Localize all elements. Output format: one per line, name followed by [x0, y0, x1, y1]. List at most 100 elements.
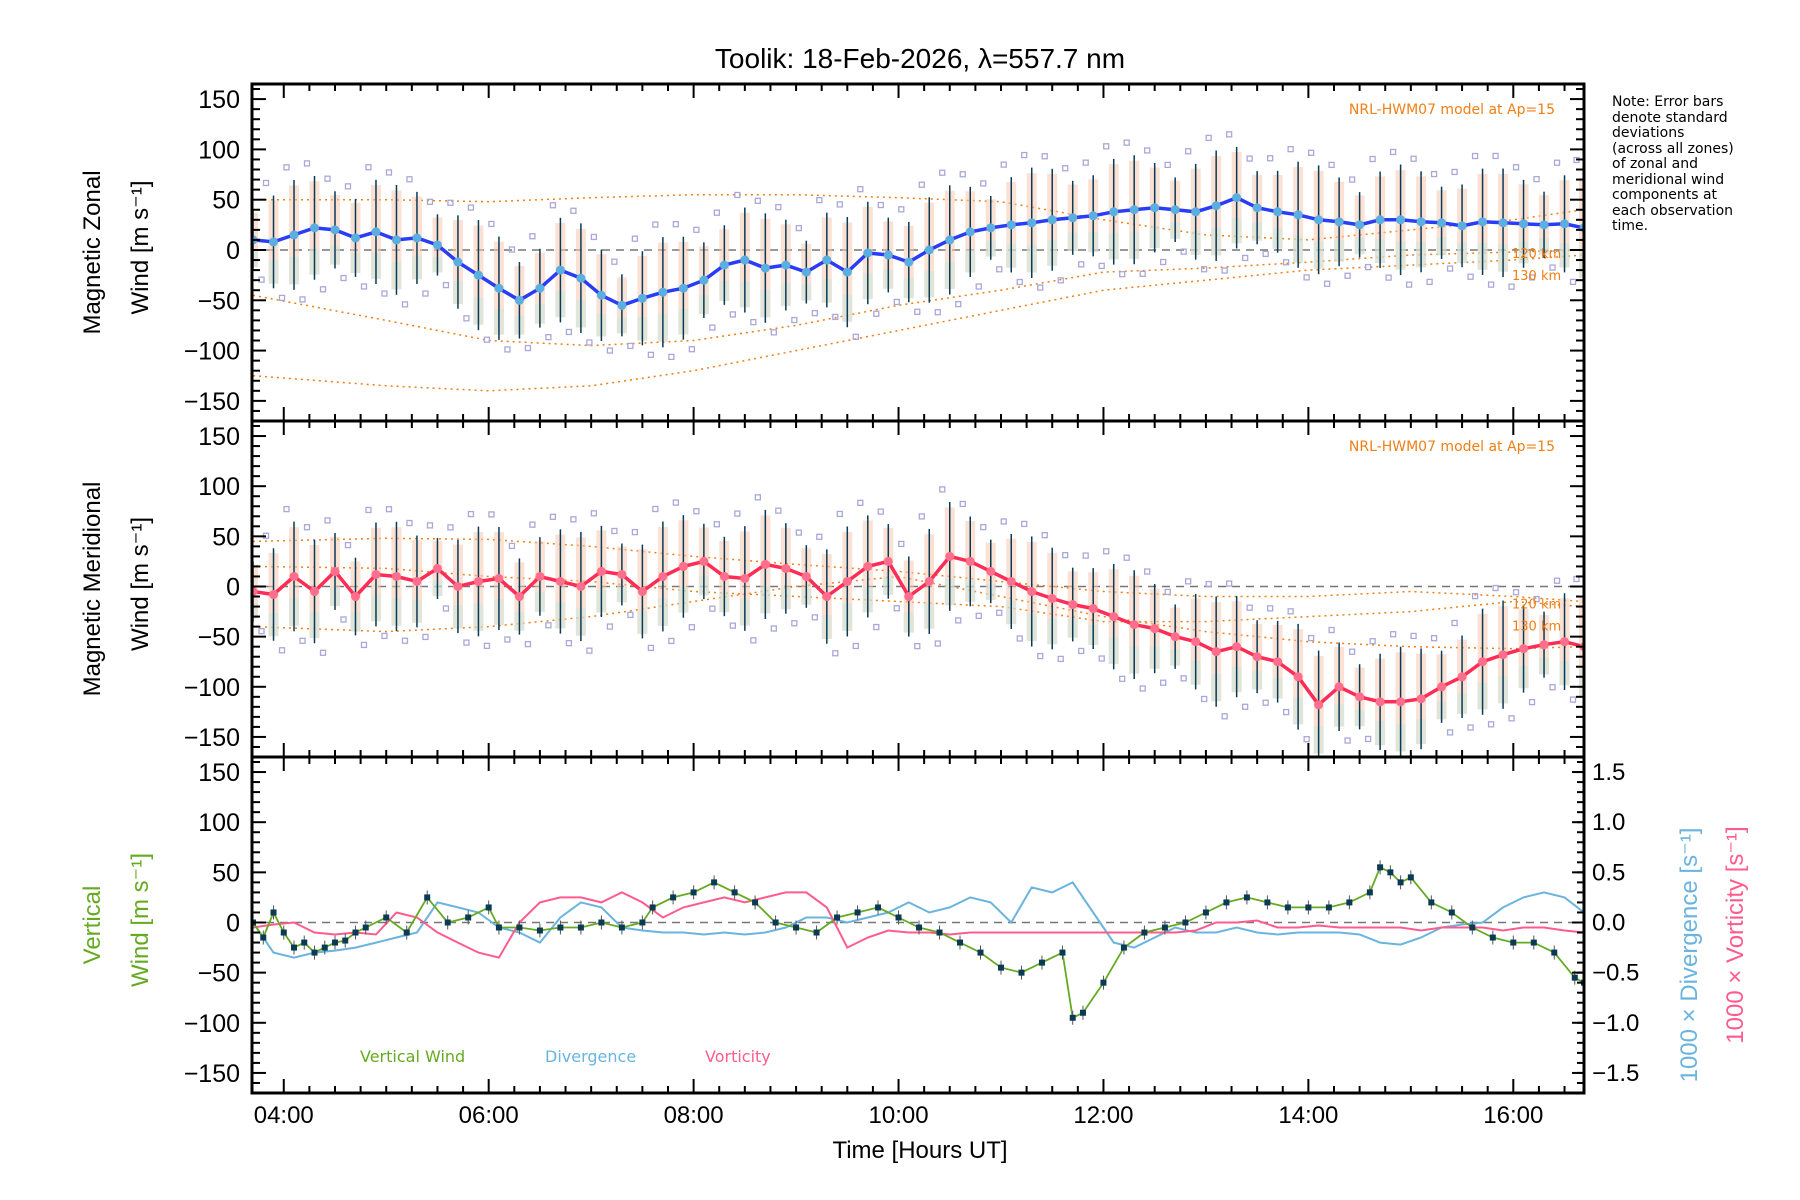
meridional-wind-point: [289, 571, 299, 581]
right-tick-label: 1.0: [1592, 809, 1625, 836]
zone-point: [688, 346, 696, 353]
zone-point: [709, 605, 716, 612]
zonal-wind-point: [1334, 217, 1344, 227]
zone-point: [590, 233, 598, 241]
zone-point: [939, 169, 946, 176]
zone-point: [713, 521, 720, 528]
zonal-wind-point: [1375, 215, 1385, 225]
right-tick-label: 0.5: [1592, 859, 1625, 886]
zone-point: [1446, 265, 1454, 272]
zone-point: [1405, 281, 1413, 288]
note-line: components at: [1612, 187, 1718, 203]
zonal-wind-point: [1457, 221, 1467, 231]
vertical-wind-point: [1202, 909, 1209, 916]
y-tick-label: 100: [198, 809, 240, 837]
zone-point: [1185, 578, 1192, 585]
vertical-wind-point: [639, 919, 646, 926]
zone-point: [1262, 250, 1269, 258]
zone-point: [1021, 520, 1028, 528]
zone-point: [1144, 147, 1151, 154]
model-curve: [252, 254, 1584, 392]
vertical-wind-point: [1530, 939, 1537, 946]
zone-point: [1344, 737, 1351, 744]
meridional-wind-point: [1068, 600, 1078, 610]
zone-point: [709, 324, 716, 331]
zone-point: [504, 346, 511, 353]
zone-point: [1533, 595, 1540, 603]
zone-point: [1164, 588, 1171, 596]
meridional-wind-point: [391, 571, 401, 581]
vertical-wind-point: [772, 919, 779, 926]
zone-point: [1528, 698, 1536, 706]
legend-vertical-wind: Vertical Wind: [360, 1047, 465, 1066]
zone-point: [959, 171, 966, 178]
zone-point: [586, 647, 593, 654]
zone-point: [631, 528, 639, 536]
y-tick-label: 150: [198, 86, 240, 114]
zone-point: [1569, 696, 1577, 703]
zonal-wind-point: [719, 260, 729, 270]
zone-point: [893, 298, 900, 306]
zonal-wind-point: [842, 267, 852, 277]
vertical-wind-point: [260, 934, 267, 941]
zone-point: [365, 164, 372, 171]
zone-point: [524, 344, 532, 352]
zone-point: [1307, 149, 1315, 156]
meridional-wind-point: [473, 576, 483, 586]
y-tick-label: 100: [198, 136, 240, 164]
zone-point: [1016, 278, 1023, 286]
zone-point: [1246, 604, 1253, 611]
vertical-wind-point: [362, 924, 369, 931]
zone-point: [816, 533, 823, 540]
vorticity-axis-label: 1000 × Vorticity [s⁻¹]: [1722, 826, 1749, 1043]
zone-point: [488, 511, 495, 518]
zonal-wind-point: [617, 300, 627, 310]
vertical-wind-point: [813, 929, 820, 936]
zone-point: [852, 333, 859, 340]
zone-point: [467, 510, 475, 518]
zone-point: [1487, 721, 1495, 728]
zone-point: [811, 309, 818, 317]
zonal-wind-point: [494, 283, 504, 293]
meridional-wind-point: [617, 569, 627, 579]
zonal-wind-point: [1560, 219, 1570, 229]
vertical-wind-point: [1243, 894, 1250, 901]
zone-point: [877, 201, 884, 209]
y-tick-label: 150: [198, 423, 240, 451]
meridional-wind-point: [1273, 657, 1283, 667]
zone-point: [483, 336, 491, 343]
zone-point: [447, 199, 454, 206]
zone-point: [324, 175, 331, 182]
zone-point: [1410, 155, 1417, 162]
vertical-wind-point: [331, 939, 338, 946]
y-tick-label: −150: [184, 724, 240, 752]
vertical-wind-point: [690, 889, 697, 896]
zone-point: [1446, 729, 1454, 736]
zonal-wind-point: [596, 290, 606, 300]
zone-point: [1160, 258, 1167, 266]
zonal-wind-point: [1355, 220, 1365, 230]
zone-point: [1287, 145, 1294, 153]
zone-point: [1205, 134, 1212, 142]
meridional-wind-point: [1416, 694, 1426, 704]
zone-point: [652, 221, 659, 228]
zonal-wind-point: [1150, 203, 1160, 213]
vertical-wind-point: [1182, 919, 1189, 926]
zone-point: [365, 506, 372, 514]
zonal-wind-point: [986, 223, 996, 233]
zone-point: [791, 620, 798, 627]
zone-point: [980, 180, 987, 187]
zone-point: [1512, 589, 1520, 596]
vertical-wind-point: [311, 949, 318, 956]
zonal-wind-point: [535, 283, 545, 293]
vertical-wind-point: [895, 914, 902, 921]
meridional-wind-point: [986, 566, 996, 576]
vertical-wind-point: [465, 914, 472, 921]
zone-point: [1139, 270, 1146, 277]
meridional-wind-point: [350, 592, 360, 602]
zonal-wind-point: [1252, 203, 1262, 213]
zonal-wind-point: [391, 235, 401, 245]
meridional-wind-point: [494, 573, 504, 583]
vertical-wind-point: [1346, 899, 1353, 906]
panel-meridional: NRL-HWM07 model at Ap=15 120 km 130 km 150 1…: [79, 419, 1586, 759]
